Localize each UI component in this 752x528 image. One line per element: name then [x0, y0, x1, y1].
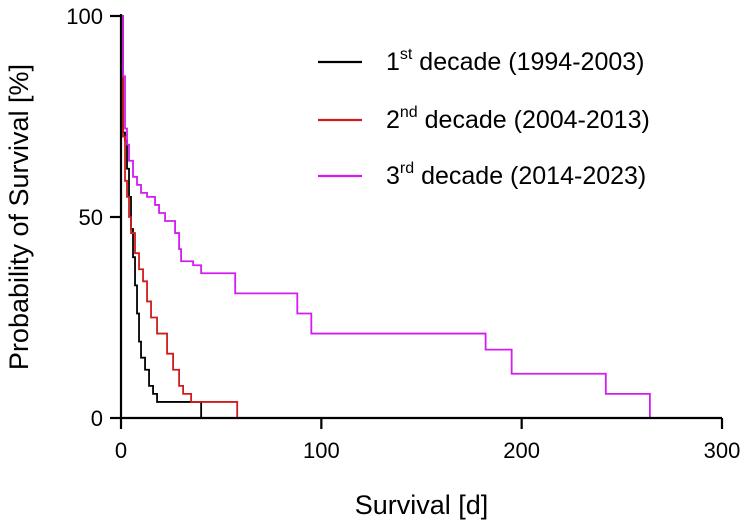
- y-axis-title: Probability of Survival [%]: [4, 64, 34, 370]
- legend-label-2: 2nd decade (2004-2013): [386, 104, 650, 134]
- legend: 1st decade (1994-2003) 2nd decade (2004-2…: [318, 46, 650, 190]
- series-layer: [121, 15, 651, 418]
- legend-label-text: decade (1994-2003): [412, 48, 644, 76]
- legend-label-1: 1st decade (1994-2003): [386, 46, 644, 76]
- x-tick-label: 200: [503, 438, 540, 463]
- series-line-3: [121, 15, 651, 418]
- x-tick-label: 300: [704, 438, 741, 463]
- series-line-2: [121, 15, 239, 418]
- y-tick-label: 50: [79, 205, 103, 230]
- y-tick-label: 100: [66, 4, 103, 29]
- y-tick-label: 0: [91, 406, 103, 431]
- legend-label-ordinal: st: [400, 46, 413, 63]
- legend-label-3: 3rd decade (2014-2023): [386, 160, 646, 190]
- legend-label-text: decade (2014-2023): [414, 162, 646, 190]
- axes-layer: 0 100 200 300 0 50 100: [66, 4, 740, 463]
- legend-label-number: 1: [386, 48, 400, 76]
- x-tick-label: 100: [303, 438, 340, 463]
- legend-label-text: decade (2004-2013): [418, 106, 650, 134]
- legend-label-number: 3: [386, 162, 400, 190]
- x-axis-title: Survival [d]: [355, 490, 489, 520]
- legend-label-ordinal: nd: [400, 104, 418, 121]
- x-tick-label: 0: [115, 438, 127, 463]
- series-line-1: [121, 15, 203, 418]
- legend-label-number: 2: [386, 106, 400, 134]
- legend-label-ordinal: rd: [400, 160, 414, 177]
